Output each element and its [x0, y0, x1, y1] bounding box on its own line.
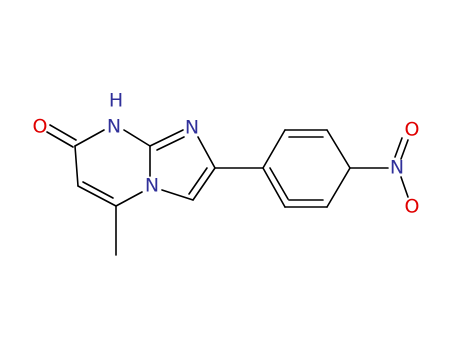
atom-label: O [405, 196, 420, 218]
bond [326, 167, 351, 208]
bond [400, 176, 409, 198]
atom-label: O [33, 116, 48, 138]
bond [82, 181, 114, 199]
bond [197, 136, 216, 169]
bond [149, 129, 184, 147]
atom-label: N [107, 116, 121, 138]
bond [46, 131, 74, 148]
atom-label: H [109, 90, 123, 112]
bond [161, 189, 194, 201]
atom-labels: O N H N N N O O [33, 90, 420, 218]
bond [49, 124, 77, 141]
bond [77, 185, 117, 207]
bond [74, 145, 79, 187]
bond [262, 129, 286, 169]
bond [115, 191, 143, 207]
atom-label: N [390, 157, 404, 179]
bond [269, 167, 289, 200]
bond [74, 129, 105, 147]
bond [394, 137, 403, 158]
bond [123, 129, 151, 147]
bond [262, 167, 286, 208]
atom-label: O [405, 119, 420, 141]
atom-label: N [185, 117, 199, 139]
bond [400, 139, 409, 160]
bonds [46, 124, 409, 256]
bond [156, 136, 185, 151]
atom-label: N [145, 175, 159, 197]
bond [326, 129, 351, 169]
bond [192, 167, 216, 201]
bond [188, 167, 208, 195]
